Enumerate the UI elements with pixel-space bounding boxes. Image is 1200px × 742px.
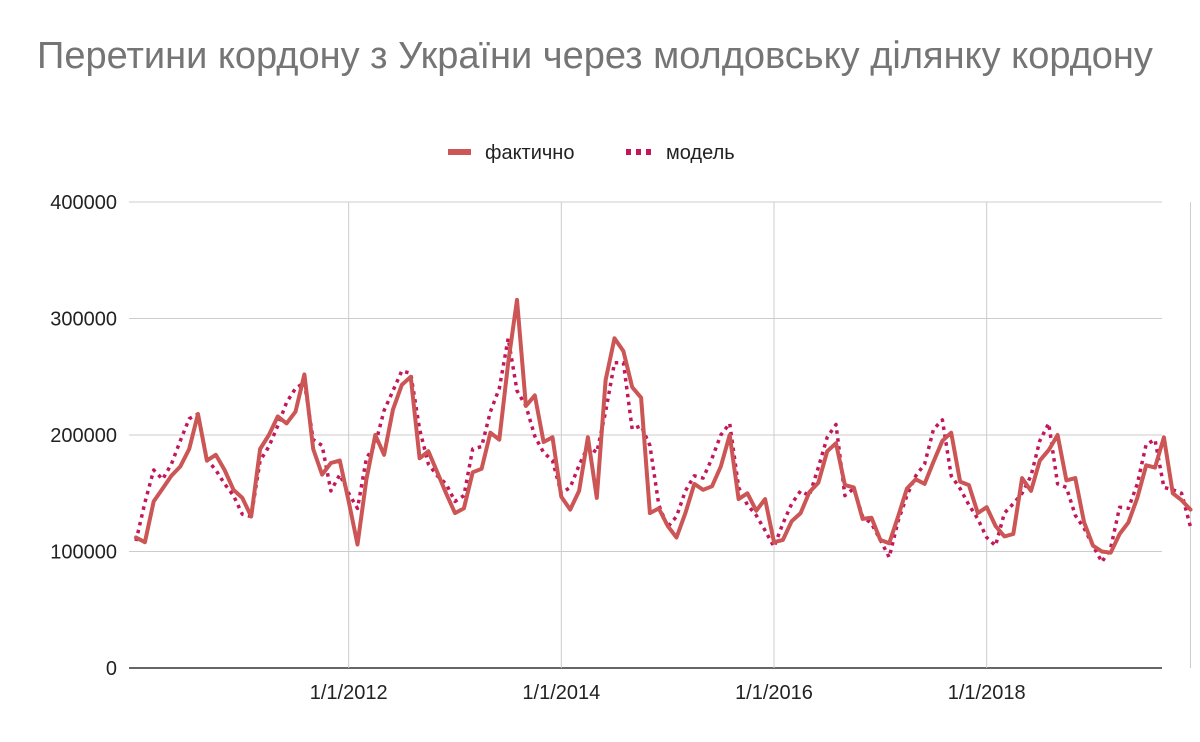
y-tick-label: 200000 (50, 425, 117, 447)
series-line-model (134, 336, 1193, 564)
x-tick-label: 1/1/2018 (948, 682, 1026, 704)
legend: фактично модель (448, 142, 735, 164)
series-lines (134, 297, 1193, 564)
y-axis-ticks: 0 100000 200000 300000 400000 (50, 192, 117, 680)
legend-label-actual: фактично (485, 142, 574, 164)
y-tick-label: 300000 (50, 309, 117, 331)
grid (129, 201, 1191, 669)
y-tick-label: 100000 (50, 542, 117, 564)
x-tick-label: 1/1/2012 (310, 682, 388, 704)
series-line-actual (134, 297, 1193, 555)
x-tick-label: 1/1/2016 (735, 682, 813, 704)
y-tick-label: 400000 (50, 192, 117, 214)
y-tick-label: 0 (106, 658, 117, 680)
x-tick-label: 1/1/2014 (522, 682, 600, 704)
chart-title: Перетини кордону з України через молдовс… (37, 35, 1153, 77)
legend-label-model: модель (666, 142, 735, 164)
x-axis-ticks: 1/1/2012 1/1/2014 1/1/2016 1/1/2018 (310, 682, 1026, 704)
